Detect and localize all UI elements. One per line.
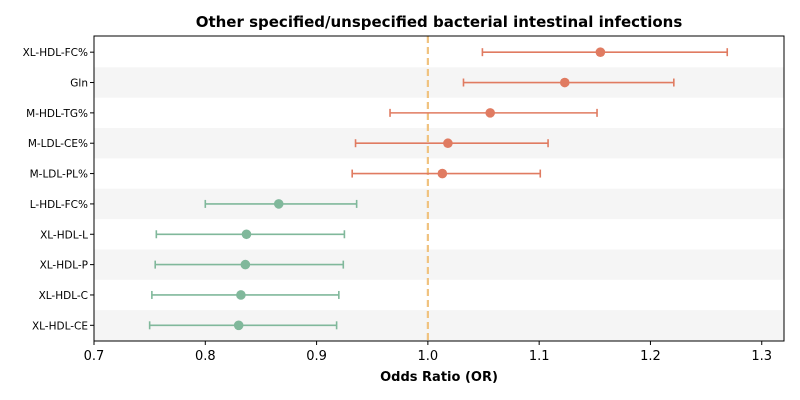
x-tick-label: 1.0 — [418, 349, 439, 364]
or-point — [437, 168, 448, 179]
category-label: XL-HDL-FC% — [23, 47, 88, 59]
category-label: XL-HDL-C — [39, 290, 88, 302]
plot-frame — [93, 35, 785, 342]
category-label: Gln — [70, 78, 88, 90]
or-point — [595, 47, 606, 57]
row-shading-group — [94, 67, 784, 341]
marks-group — [148, 47, 729, 331]
x-tick-label: 1.1 — [529, 349, 550, 364]
x-tick-label: 1.3 — [751, 349, 772, 364]
or-point — [233, 320, 244, 331]
x-axis: 0.7 0.8 0.9 1.0 1.1 1.2 1.3 — [84, 341, 772, 364]
x-axis-label: Odds Ratio (OR) — [380, 370, 498, 385]
or-point — [273, 199, 284, 209]
or-point — [240, 259, 251, 270]
or-point — [236, 290, 246, 300]
or-point — [559, 77, 570, 88]
category-label: XL-HDL-CE — [32, 320, 88, 332]
x-tick-label: 0.7 — [84, 349, 105, 364]
category-label: XL-HDL-P — [40, 260, 88, 272]
or-point — [443, 138, 453, 149]
category-label: M-LDL-PL% — [30, 169, 88, 181]
or-point — [241, 229, 252, 240]
or-point — [485, 108, 495, 118]
category-label: L-HDL-FC% — [30, 199, 88, 211]
y-axis: XL-HDL-FC% Gln M-HDL-TG% M-LDL-CE% M-LDL-PL%… — [23, 47, 94, 332]
x-tick-label: 0.9 — [306, 349, 327, 364]
row-shading — [94, 67, 784, 98]
row-shading — [94, 188, 784, 220]
category-label: M-LDL-CE% — [28, 138, 88, 150]
category-label: XL-HDL-L — [40, 229, 88, 241]
chart-title: Other specified/unspecified bacterial in… — [196, 13, 683, 31]
x-tick-label: 0.8 — [195, 349, 216, 364]
category-label: M-HDL-TG% — [26, 108, 88, 120]
x-tick-label: 1.2 — [640, 349, 661, 364]
